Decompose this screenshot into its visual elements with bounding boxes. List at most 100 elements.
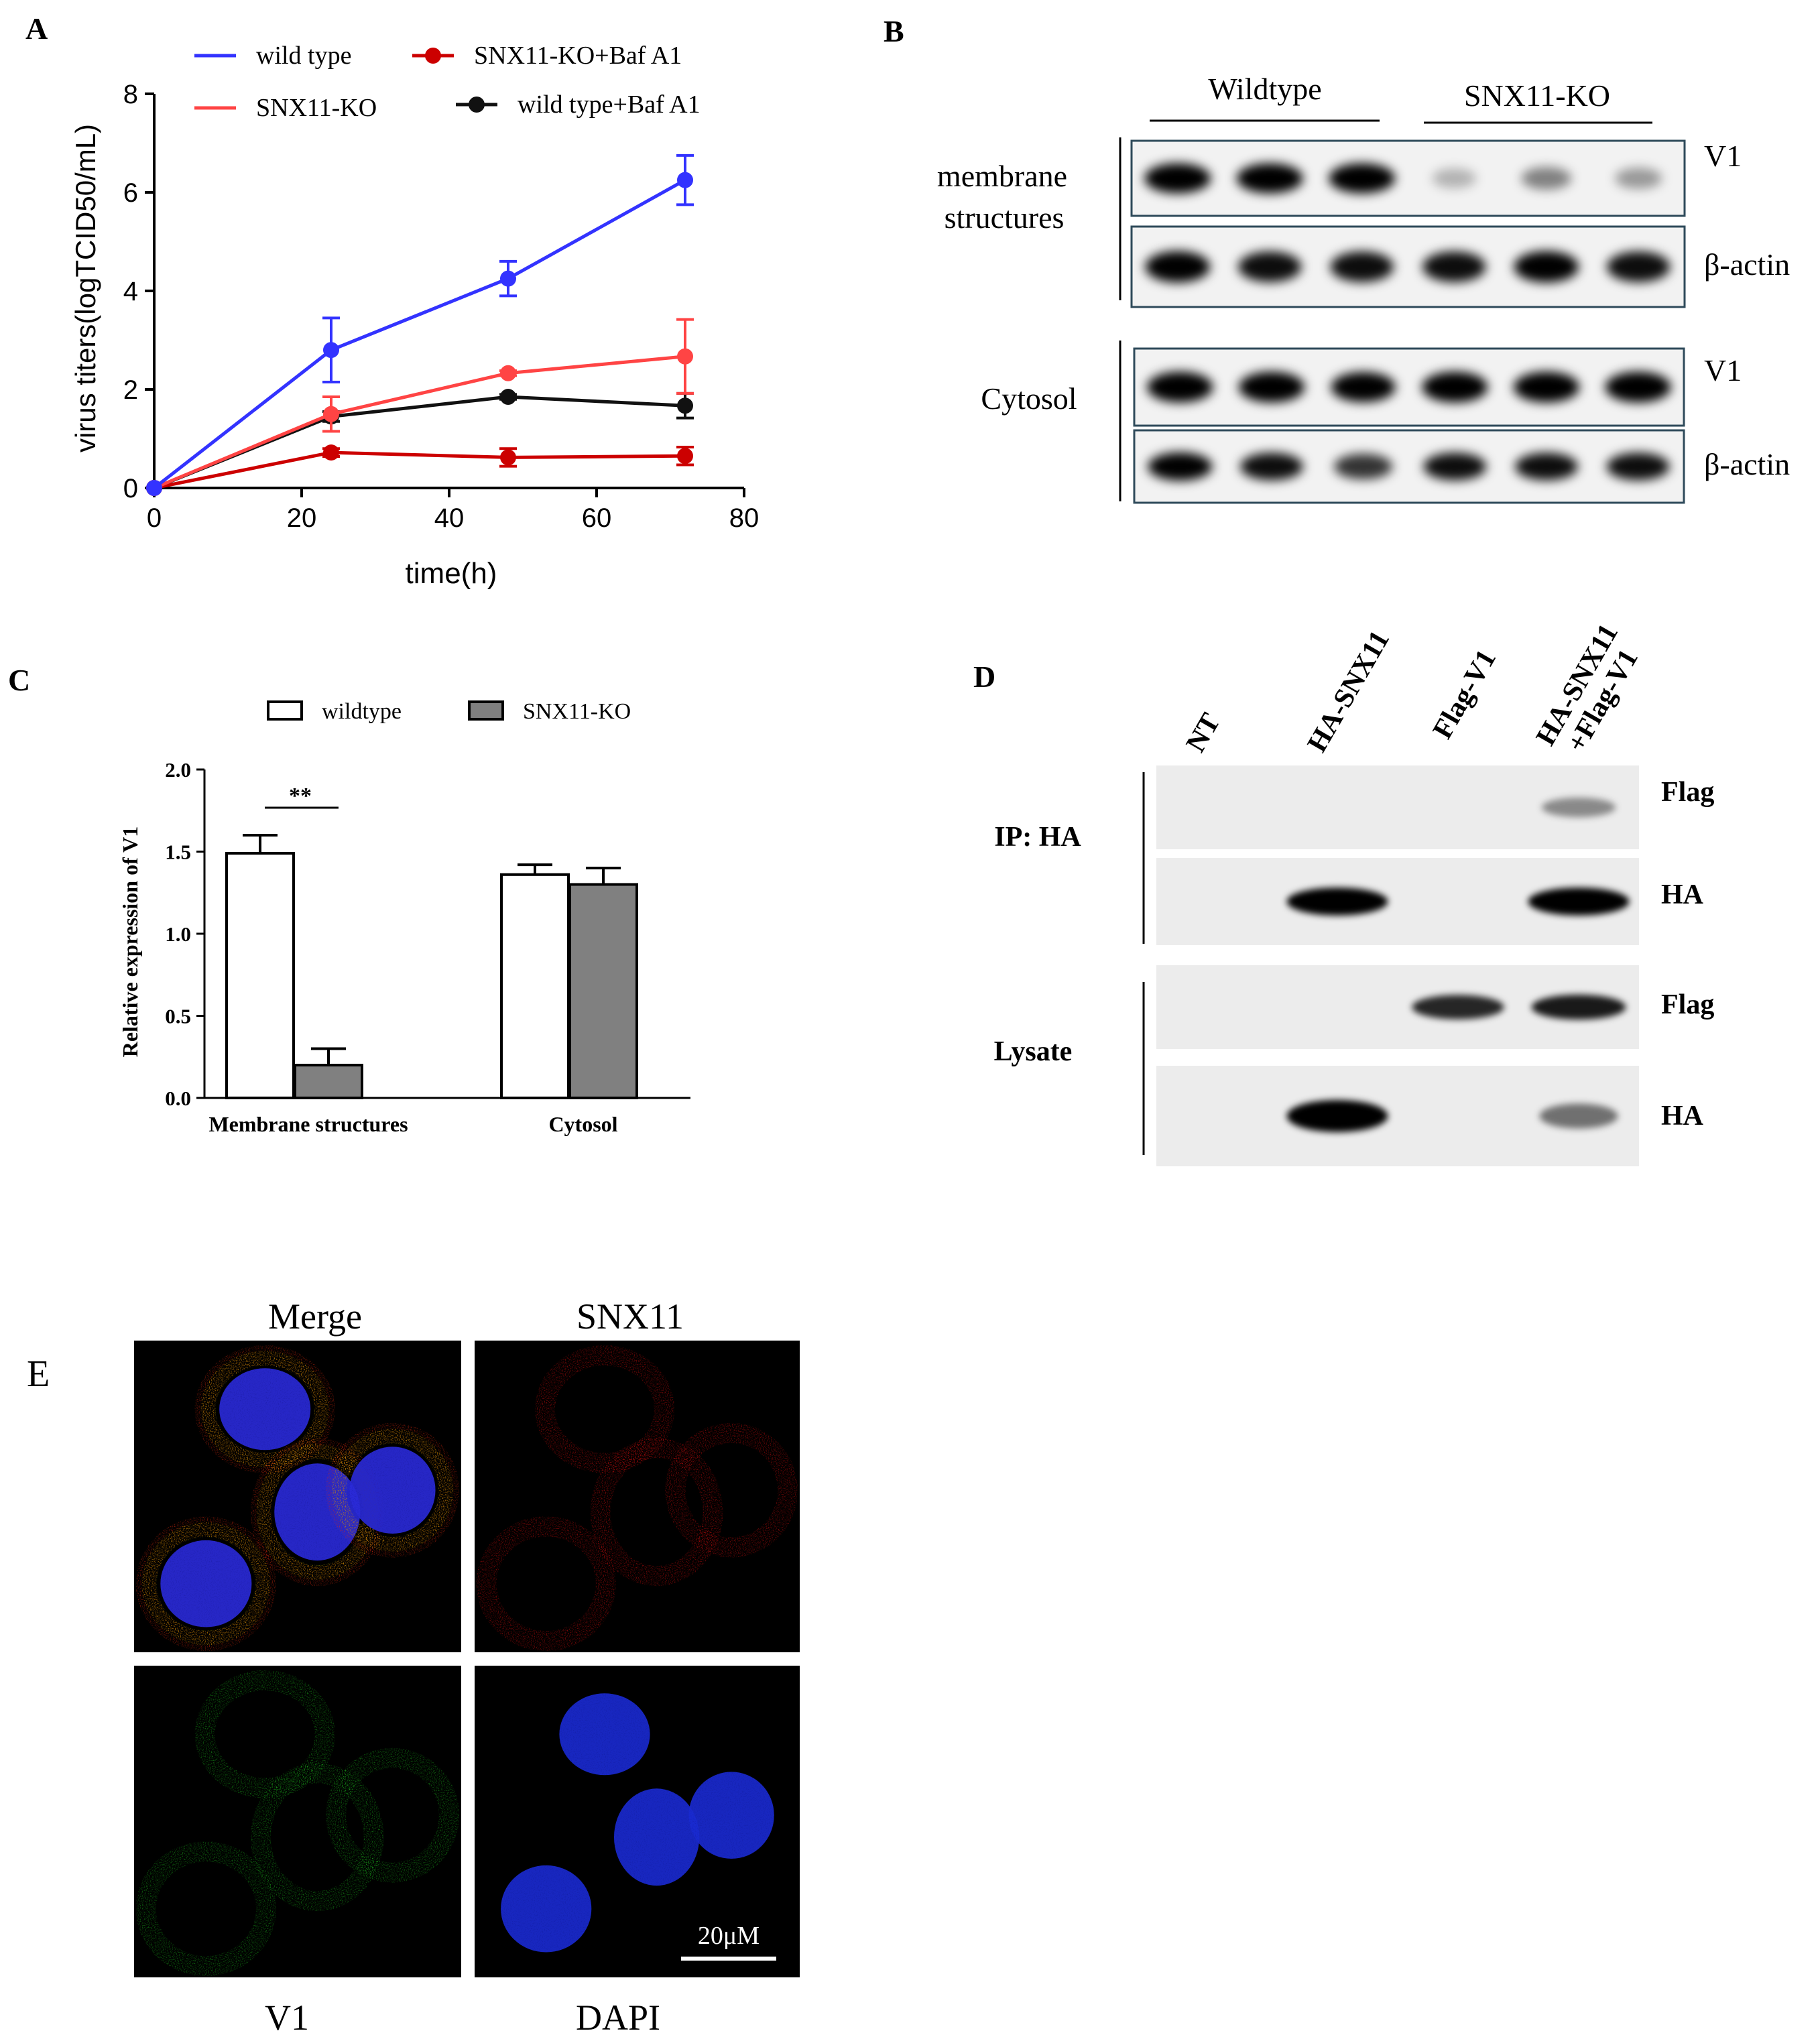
panel-b-blot-V1-1-frame: [1133, 347, 1685, 427]
blot-band: [1331, 372, 1396, 402]
panel-a-x-tick-label: 0: [147, 503, 162, 533]
panel-a-xlabel: time(h): [406, 557, 497, 590]
panel-a-data-point: [323, 444, 339, 461]
panel-c-y-tick-label: 0.5: [165, 1005, 191, 1028]
blot-band: [1145, 251, 1211, 283]
panel-d-lane-ha-snx11: HA-SNX11: [1302, 625, 1396, 757]
blot-band: [1330, 251, 1394, 282]
panel-b-group-wildtype: Wildtype: [1208, 72, 1321, 106]
panel-c-bar: [568, 883, 638, 1099]
panel-a-data-point: [500, 389, 516, 406]
panel-d-section-lysate-label: Lysate: [994, 1036, 1073, 1067]
panel-c-axes: 0.0 0.5 1.0 1.5 2.0 Membrane structures Cytoso…: [165, 758, 690, 1136]
blot-band: [1515, 452, 1578, 481]
panel-a-data-point: [677, 348, 693, 365]
panel-a-y-tick-label: 4: [123, 277, 138, 306]
panel-b-group-snx11ko: SNX11-KO: [1464, 78, 1610, 113]
panel-d-label-flag-lysate: Flag: [1661, 989, 1714, 1020]
blot-band: [1531, 994, 1626, 1020]
panel-a-legend-marker: [469, 97, 485, 113]
blot-band: [1147, 371, 1213, 403]
panel-e-cytoplasm-ring: [331, 1428, 454, 1552]
panel-a-legend: wild type SNX11-KO SNX11-KO+Baf A1 wild typ…: [194, 42, 701, 122]
panel-b-label-actin-membrane: β-actin: [1704, 247, 1790, 282]
panel-a-series-line: [154, 395, 686, 490]
panel-b-blot-actin-0-frame: [1130, 225, 1686, 308]
panel-c-bar: [294, 1064, 363, 1099]
panel-e-nucleus-texture: [559, 1693, 650, 1776]
panel-a-data-point: [500, 270, 516, 287]
panel-e-image-v1: [134, 1666, 461, 1977]
panel-c: C wildtype SNX11-KO 0.0 0.5 1.0 1.5 2.0 Membra…: [8, 663, 690, 1136]
panel-e-scale-bar-label: 20μM: [698, 1922, 760, 1950]
panel-e-nucleus: [688, 1772, 774, 1859]
panel-a-data-point: [146, 480, 162, 496]
panel-a-y-tick-label: 2: [123, 375, 138, 405]
panel-b-blot-V1-0: [1130, 139, 1686, 217]
panel-b-section-membrane-label-1: membrane: [937, 159, 1067, 193]
panel-c-legend-label: wildtype: [322, 699, 402, 724]
panel-a-ylabel: virus titers(logTCID50/mL): [70, 124, 101, 452]
panel-b-section-cytosol-label: Cytosol: [981, 381, 1077, 416]
panel-d-blot-ha-0: [1156, 858, 1639, 945]
panel-e-label-merge: Merge: [268, 1296, 362, 1337]
panel-b-blot-actin-0: [1130, 225, 1686, 308]
panel-a-series-line: [153, 178, 686, 489]
panel-c-legend-label: SNX11-KO: [523, 699, 631, 724]
blot-band: [1513, 371, 1580, 403]
panel-d-letter: D: [973, 660, 995, 694]
blot-band: [1606, 251, 1671, 282]
panel-d-label-flag-ip: Flag: [1661, 777, 1714, 808]
panel-b-label-actin-cytosol: β-actin: [1704, 447, 1790, 481]
panel-a-data-point: [677, 448, 693, 465]
panel-a-x-tick-label: 20: [287, 503, 317, 533]
panel-e: E Merge SNX11 V1 DAPI 20μM: [27, 1296, 800, 2033]
blot-band: [1521, 167, 1571, 190]
panel-a-legend-marker: [425, 48, 441, 64]
panel-d-blot-ha-1: [1156, 1066, 1639, 1166]
blot-band: [1423, 452, 1487, 481]
blot-band: [1605, 371, 1671, 403]
panel-d-lane-nt: NT: [1180, 708, 1227, 757]
panel-b: B Wildtype SNX11-KO membrane structures …: [884, 14, 1790, 504]
panel-e-nucleus: [613, 1788, 700, 1886]
panel-e-image-v1-content: [135, 1670, 459, 1977]
panel-b-label-v1-cytosol: V1: [1704, 353, 1742, 387]
panel-e-image-snx11: [475, 1341, 800, 1652]
panel-a-series-line: [154, 355, 686, 490]
panel-c-legend: wildtype SNX11-KO: [267, 699, 631, 724]
blot-band: [1334, 453, 1393, 480]
panel-e-cytoplasm-ring: [141, 1522, 270, 1646]
panel-b-blot-actin-1-frame: [1133, 429, 1685, 504]
panel-e-letter: E: [27, 1353, 50, 1395]
panel-e-nucleus: [219, 1368, 311, 1451]
panel-c-y-tick-label: 1.5: [165, 841, 191, 864]
panel-a-x-tick-label: 40: [434, 503, 465, 533]
panel-c-plot: **: [225, 784, 638, 1100]
panel-e-cytoplasm-ring: [326, 1747, 459, 1883]
panel-e-label-dapi: DAPI: [576, 1997, 660, 2033]
panel-b-blots: [1130, 139, 1686, 504]
blot-band: [1539, 1103, 1618, 1129]
panel-c-bar: [500, 873, 570, 1100]
blot-band: [1606, 452, 1670, 481]
panel-a-series-line: [154, 450, 686, 490]
panel-a-plot: [146, 153, 694, 496]
panel-a-data-point: [323, 406, 339, 422]
blot-band: [1514, 251, 1579, 283]
panel-b-letter: B: [884, 14, 904, 48]
panel-c-y-tick-label: 2.0: [165, 758, 191, 782]
blot-band: [1286, 1100, 1388, 1132]
blot-band: [1615, 168, 1662, 189]
panel-a-data-point: [323, 342, 339, 359]
panel-c-bar: [225, 851, 295, 1099]
panel-a-y-tick-label: 6: [123, 178, 138, 208]
blot-band: [1144, 163, 1211, 194]
panel-b-blot-V1-0-frame: [1130, 139, 1686, 217]
panel-e-cytoplasm-ring: [250, 1763, 384, 1912]
panel-c-significance-label: **: [289, 784, 312, 808]
panel-c-x-tick-label: Cytosol: [548, 1112, 617, 1136]
panel-e-image-dapi-content: [501, 1693, 774, 1953]
blot-band: [1422, 251, 1486, 282]
panel-e-label-snx11: SNX11: [577, 1296, 684, 1337]
